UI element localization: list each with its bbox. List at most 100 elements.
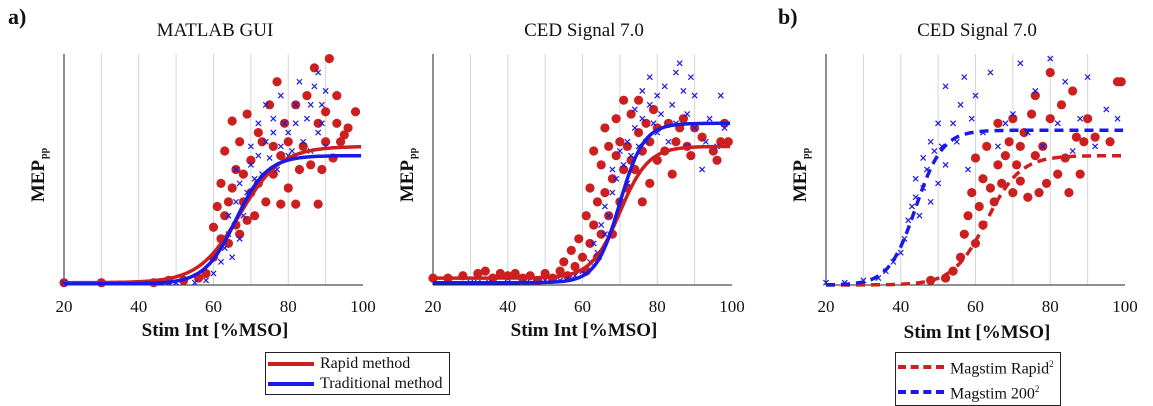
- x-tick-label: 40: [892, 297, 909, 316]
- data-point: [611, 151, 621, 161]
- data-point: [639, 115, 646, 122]
- data-point: [321, 107, 331, 117]
- chart1-plot: 20 40 60 80 100: [56, 54, 376, 316]
- data-point: [283, 137, 293, 147]
- data-point: [272, 77, 282, 87]
- data-point: [559, 257, 569, 267]
- data-point: [332, 90, 342, 101]
- data-point: [570, 261, 580, 272]
- data-point: [965, 166, 972, 173]
- fit-curve: [826, 128, 1124, 287]
- data-point: [598, 221, 605, 228]
- data-point: [619, 95, 629, 105]
- data-point: [1041, 178, 1052, 188]
- x-tick-label: 40: [499, 297, 516, 316]
- data-point: [277, 92, 284, 99]
- data-point: [223, 197, 234, 207]
- data-point: [1062, 78, 1069, 85]
- data-point: [303, 115, 310, 122]
- fit-curve: [433, 144, 731, 280]
- data-point: [266, 154, 273, 161]
- chart3-plot: 20 40 60 80 100: [818, 54, 1138, 316]
- data-point: [721, 124, 728, 131]
- data-point: [955, 252, 966, 262]
- data-point: [589, 146, 599, 156]
- data-point: [912, 175, 919, 182]
- data-point: [220, 146, 230, 156]
- data-point: [229, 254, 236, 261]
- data-point: [1071, 132, 1082, 142]
- data-point: [609, 166, 616, 173]
- x-tick-label: 20: [56, 297, 73, 316]
- data-point: [633, 95, 644, 105]
- data-point: [1034, 188, 1044, 198]
- x-tick-label: 80: [280, 297, 297, 316]
- data-point: [276, 151, 286, 161]
- data-point: [916, 212, 923, 219]
- data-point: [350, 107, 361, 117]
- data-point: [978, 174, 988, 184]
- x-tick-label: 20: [425, 297, 442, 316]
- legend-a: Rapid method Traditional method: [265, 352, 450, 395]
- data-point: [1053, 169, 1063, 179]
- data-point: [253, 127, 263, 138]
- data-point: [343, 123, 353, 133]
- data-point: [1064, 188, 1074, 198]
- data-point: [247, 143, 254, 150]
- data-point: [291, 199, 301, 209]
- data-point: [1084, 74, 1091, 81]
- data-point: [238, 169, 248, 179]
- chart3-title: CED Signal 7.0: [917, 20, 1037, 41]
- legend-a-rapid: Rapid method: [268, 354, 443, 374]
- chart2-ylabel-text: MEP: [397, 159, 418, 203]
- chart1-title: MATLAB GUI: [156, 20, 274, 41]
- data-point: [665, 138, 672, 145]
- data-point: [1068, 86, 1078, 96]
- data-point: [908, 203, 915, 210]
- data-point: [555, 266, 565, 276]
- data-point: [332, 118, 342, 128]
- data-point: [1079, 137, 1089, 147]
- chart2-xlabel: Stim Int [%MSO]: [510, 320, 658, 341]
- data-point: [684, 111, 691, 118]
- data-point: [920, 154, 927, 161]
- data-point: [257, 137, 267, 147]
- data-point: [959, 229, 969, 239]
- data-point: [225, 212, 232, 219]
- data-point: [311, 83, 318, 90]
- data-point: [270, 115, 277, 122]
- x-tick-label: 60: [205, 297, 222, 316]
- data-point: [697, 132, 707, 142]
- data-point: [654, 92, 661, 99]
- legend-a-rapid-label: Rapid method: [320, 355, 411, 372]
- data-point: [1075, 169, 1085, 179]
- legend-b-rapid-sup: 2: [1049, 359, 1054, 369]
- x-tick-label: 100: [719, 297, 745, 316]
- x-tick-label: 80: [1042, 297, 1059, 316]
- data-point: [592, 197, 603, 207]
- data-point: [961, 74, 968, 81]
- data-point: [650, 120, 657, 127]
- data-point: [235, 229, 245, 239]
- data-point: [1030, 151, 1040, 161]
- data-point: [1012, 160, 1022, 170]
- data-point: [678, 114, 689, 124]
- legend-b-200: Magstim 2002: [898, 379, 1054, 404]
- data-point: [1026, 109, 1037, 119]
- data-point: [577, 252, 588, 262]
- data-point: [235, 137, 245, 147]
- data-point: [672, 69, 679, 76]
- data-point: [601, 231, 608, 238]
- data-point: [942, 83, 949, 90]
- data-point: [322, 87, 329, 94]
- legend-a-traditional: Traditional method: [268, 374, 443, 394]
- data-point: [276, 199, 286, 209]
- data-point: [232, 166, 239, 173]
- chart1-ylabel-sub: pp: [39, 147, 50, 159]
- data-point: [1045, 114, 1055, 124]
- data-point: [967, 188, 977, 198]
- legend-a-traditional-label: Traditional method: [320, 375, 443, 392]
- data-point: [585, 183, 595, 193]
- data-point: [972, 92, 979, 99]
- data-point: [716, 137, 726, 147]
